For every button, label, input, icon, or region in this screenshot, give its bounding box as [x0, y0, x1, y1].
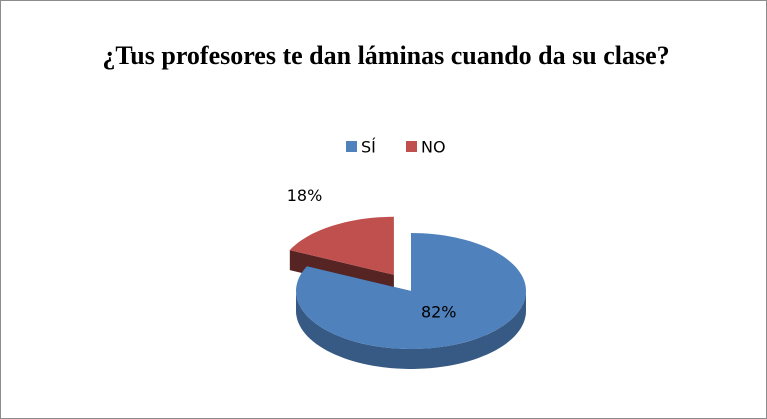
data-label: 18% [287, 186, 323, 205]
legend-swatch [346, 141, 357, 152]
legend-label: SÍ [361, 138, 376, 157]
data-label: 82% [421, 303, 457, 322]
legend-label: NO [421, 138, 446, 157]
legend-swatch [406, 141, 417, 152]
slice [289, 216, 394, 275]
slice [296, 233, 526, 349]
chart-title: ¿Tus profesores te dan láminas cuando da… [102, 41, 670, 70]
slice-side [296, 291, 526, 369]
